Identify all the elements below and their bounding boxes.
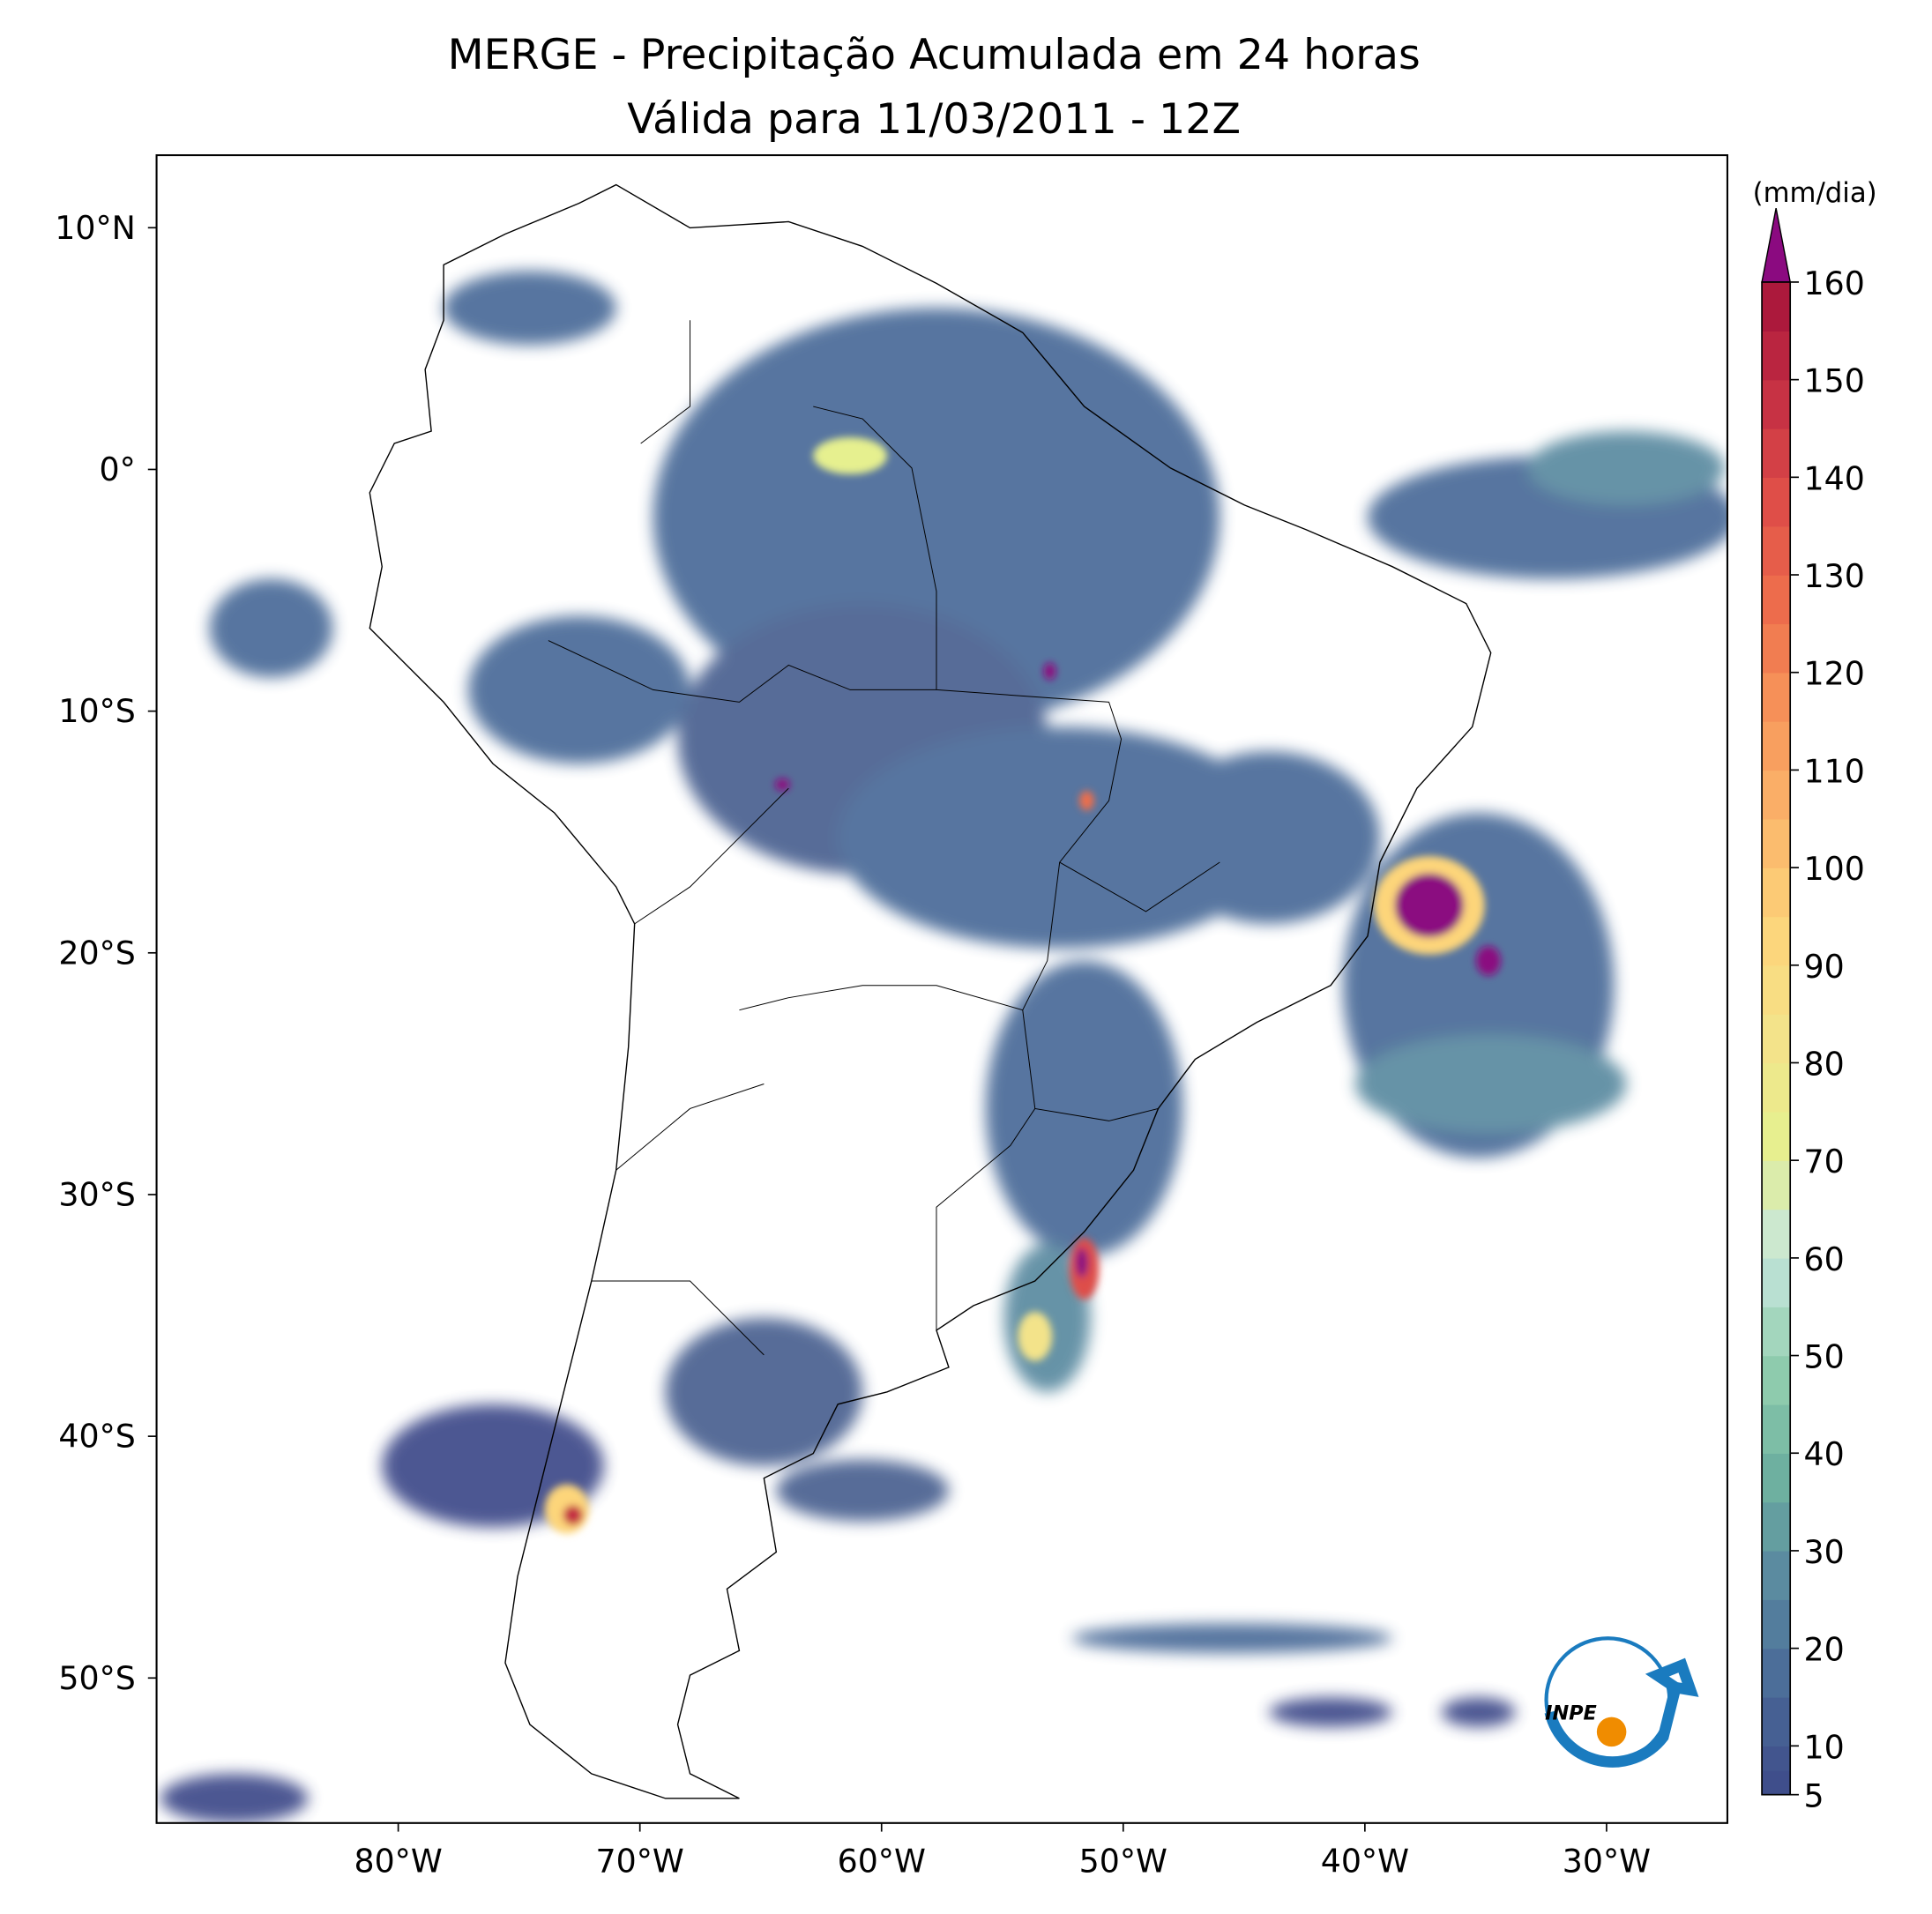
- borders: [548, 320, 1220, 1356]
- colorbar-label: (mm/dia): [1753, 177, 1877, 209]
- colorbar-band: [1762, 1453, 1791, 1503]
- colorbar-tick-label: 90: [1804, 948, 1845, 986]
- colorbar-band: [1762, 1696, 1791, 1747]
- colorbar-band: [1762, 477, 1791, 527]
- colorbar-tick-label: 130: [1804, 557, 1865, 595]
- colorbar-tick-label: 150: [1804, 362, 1865, 400]
- colorbar-tick-label: 100: [1804, 850, 1865, 888]
- colorbar-tick-label: 30: [1804, 1533, 1845, 1571]
- colorbar-band: [1762, 1404, 1791, 1454]
- colorbar-frame: [1761, 281, 1792, 1796]
- colorbar-extension: [1761, 207, 1792, 283]
- colorbar-tick-label: 120: [1804, 655, 1865, 693]
- colorbar-band: [1762, 1160, 1791, 1210]
- colorbar-band: [1762, 1209, 1791, 1259]
- colorbar-band: [1762, 1501, 1791, 1552]
- y-tick-label: 0°: [100, 451, 136, 488]
- logo-text: INPE: [1545, 1702, 1597, 1724]
- colorbar-band: [1762, 575, 1791, 625]
- map-subtitle: Válida para 11/03/2011 - 12Z: [627, 95, 1241, 144]
- x-tick-label: 30°W: [1563, 1843, 1651, 1880]
- y-tick-label: 10°S: [58, 692, 135, 730]
- y-tick-label: 50°S: [58, 1659, 135, 1697]
- y-tick-label: 20°S: [58, 934, 135, 972]
- colorbar-band: [1762, 623, 1791, 674]
- colorbar-tick-label: 70: [1804, 1143, 1845, 1180]
- coastline: [369, 183, 1492, 1799]
- colorbar-band: [1762, 1599, 1791, 1650]
- colorbar-band: [1762, 1014, 1791, 1064]
- colorbar-tick-label: 110: [1804, 752, 1865, 790]
- colorbar-band: [1762, 1550, 1791, 1600]
- colorbar-tick-label: 40: [1804, 1435, 1845, 1473]
- colorbar-band: [1762, 868, 1791, 918]
- colorbar-tick-label: 60: [1804, 1240, 1845, 1278]
- precipitation-field: [160, 271, 1727, 1823]
- colorbar-tick-label: 160: [1804, 264, 1865, 302]
- colorbar-tick-label: 20: [1804, 1631, 1845, 1669]
- y-tick-label: 10°N: [55, 209, 136, 247]
- colorbar-band: [1762, 281, 1791, 331]
- colorbar-tick-label: 80: [1804, 1045, 1845, 1083]
- colorbar-band: [1762, 964, 1791, 1015]
- colorbar-band: [1762, 818, 1791, 868]
- colorbar-band: [1762, 379, 1791, 429]
- colorbar-band: [1762, 672, 1791, 722]
- map-title: MERGE - Precipitação Acumulada em 24 hor…: [448, 31, 1421, 79]
- colorbar-band: [1762, 1355, 1791, 1405]
- colorbar-tick-label: 5: [1804, 1777, 1824, 1815]
- colorbar-tick-label: 140: [1804, 459, 1865, 497]
- colorbar-band: [1762, 770, 1791, 820]
- y-tick-label: 40°S: [58, 1418, 135, 1456]
- colorbar-band: [1762, 1746, 1791, 1771]
- colorbar-band: [1762, 331, 1791, 381]
- colorbar-band: [1762, 1111, 1791, 1161]
- map-frame: [155, 153, 1728, 1824]
- x-tick-label: 50°W: [1079, 1843, 1167, 1880]
- y-tick-label: 30°S: [58, 1176, 135, 1214]
- inpe-logo: INPE: [1544, 1636, 1699, 1768]
- colorbar-band: [1762, 525, 1791, 576]
- colorbar-band: [1762, 1062, 1791, 1113]
- colorbar-band: [1762, 1257, 1791, 1307]
- colorbar-tick-label: 10: [1804, 1728, 1845, 1766]
- x-tick-label: 40°W: [1321, 1843, 1409, 1880]
- colorbar-band: [1762, 428, 1791, 479]
- colorbar-tick-label: 50: [1804, 1338, 1845, 1376]
- colorbar-band: [1762, 1307, 1791, 1357]
- colorbar-band: [1762, 916, 1791, 966]
- colorbar-band: [1762, 1769, 1791, 1796]
- x-tick-label: 80°W: [354, 1843, 442, 1880]
- colorbar-band: [1762, 1648, 1791, 1698]
- colorbar-band: [1762, 721, 1791, 771]
- x-tick-label: 70°W: [596, 1843, 684, 1880]
- x-tick-label: 60°W: [838, 1843, 926, 1880]
